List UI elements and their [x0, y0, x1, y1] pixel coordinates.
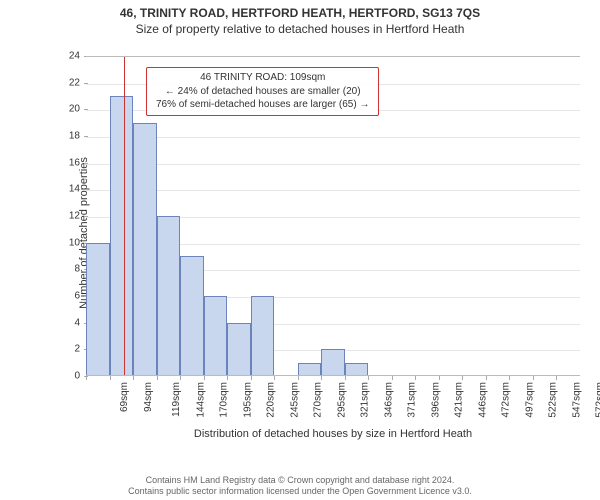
x-tick-mark [556, 376, 557, 380]
y-tick-label: 14 [69, 184, 80, 195]
y-tick-label: 18 [69, 131, 80, 142]
x-tick-label: 421sqm [454, 382, 465, 418]
annotation-line3: 76% of semi-detached houses are larger (… [156, 98, 369, 112]
x-tick-label: 346sqm [383, 382, 394, 418]
x-tick-label: 220sqm [266, 382, 277, 418]
y-tick-label: 8 [74, 264, 80, 275]
x-tick-label: 446sqm [477, 382, 488, 418]
y-tick-label: 6 [74, 291, 80, 302]
x-tick-label: 396sqm [430, 382, 441, 418]
histogram-bar [180, 256, 204, 376]
x-tick-mark [298, 376, 299, 380]
x-tick-mark [274, 376, 275, 380]
x-tick-mark [462, 376, 463, 380]
x-tick-mark [227, 376, 228, 380]
annotation-box: 46 TRINITY ROAD: 109sqm ← 24% of detache… [146, 67, 379, 116]
y-tick-label: 10 [69, 237, 80, 248]
subtitle: Size of property relative to detached ho… [0, 22, 600, 36]
x-tick-mark [321, 376, 322, 380]
x-tick-mark [110, 376, 111, 380]
histogram-bar [157, 216, 181, 376]
x-tick-label: 295sqm [336, 382, 347, 418]
x-tick-mark [180, 376, 181, 380]
x-tick-label: 94sqm [143, 382, 154, 412]
x-tick-label: 547sqm [572, 382, 583, 418]
y-tick-label: 24 [69, 51, 80, 62]
x-tick-label: 245sqm [289, 382, 300, 418]
x-tick-mark [86, 376, 87, 380]
x-tick-mark [509, 376, 510, 380]
x-tick-mark [368, 376, 369, 380]
histogram-bar [345, 363, 369, 376]
address-title: 46, TRINITY ROAD, HERTFORD HEATH, HERTFO… [0, 6, 600, 20]
y-tick-label: 20 [69, 104, 80, 115]
x-axis-label: Distribution of detached houses by size … [86, 428, 580, 440]
x-tick-mark [392, 376, 393, 380]
x-tick-mark [157, 376, 158, 380]
x-tick-mark [486, 376, 487, 380]
y-tick-label: 22 [69, 77, 80, 88]
histogram-bar [321, 349, 345, 376]
x-axis: 69sqm 94sqm 119sqm 144sqm 170sqm 195sqm 220sqm… [86, 376, 580, 418]
x-tick-mark [345, 376, 346, 380]
chart-area: Number of detached properties 0246810121… [60, 48, 580, 418]
x-tick-label: 497sqm [524, 382, 535, 418]
x-tick-mark [415, 376, 416, 380]
annotation-line2: ← 24% of detached houses are smaller (20… [156, 85, 369, 99]
histogram-bar [204, 296, 228, 376]
footer-line2: Contains public sector information licen… [0, 486, 600, 498]
y-tick-label: 12 [69, 211, 80, 222]
y-axis: 024681012141618202224 [60, 56, 84, 376]
footer: Contains HM Land Registry data © Crown c… [0, 475, 600, 498]
x-tick-label: 472sqm [501, 382, 512, 418]
x-tick-mark [204, 376, 205, 380]
title-block: 46, TRINITY ROAD, HERTFORD HEATH, HERTFO… [0, 0, 600, 36]
x-tick-mark [133, 376, 134, 380]
x-tick-mark [533, 376, 534, 380]
x-tick-label: 144sqm [195, 382, 206, 418]
y-tick-label: 2 [74, 344, 80, 355]
y-tick-label: 16 [69, 157, 80, 168]
x-tick-label: 69sqm [119, 382, 130, 412]
x-tick-label: 522sqm [548, 382, 559, 418]
x-tick-label: 119sqm [171, 382, 182, 417]
histogram-bar [86, 243, 110, 376]
histogram-bar [133, 123, 157, 376]
x-tick-label: 572sqm [595, 382, 600, 418]
histogram-bar [298, 363, 322, 376]
histogram-bar [110, 96, 134, 376]
x-tick-mark [439, 376, 440, 380]
x-tick-label: 270sqm [313, 382, 324, 418]
x-tick-label: 170sqm [219, 382, 230, 418]
histogram-bar [227, 323, 251, 376]
y-tick-label: 0 [74, 371, 80, 382]
y-tick-label: 4 [74, 317, 80, 328]
annotation-line1: 46 TRINITY ROAD: 109sqm [156, 71, 369, 85]
chart-container: 46, TRINITY ROAD, HERTFORD HEATH, HERTFO… [0, 0, 600, 500]
histogram-bar [251, 296, 275, 376]
plot-area: 46 TRINITY ROAD: 109sqm ← 24% of detache… [86, 56, 580, 376]
x-tick-label: 371sqm [407, 382, 418, 418]
x-tick-mark [251, 376, 252, 380]
footer-line1: Contains HM Land Registry data © Crown c… [0, 475, 600, 487]
x-tick-label: 195sqm [242, 382, 253, 418]
property-marker-line [124, 57, 125, 376]
x-tick-label: 321sqm [360, 382, 371, 418]
